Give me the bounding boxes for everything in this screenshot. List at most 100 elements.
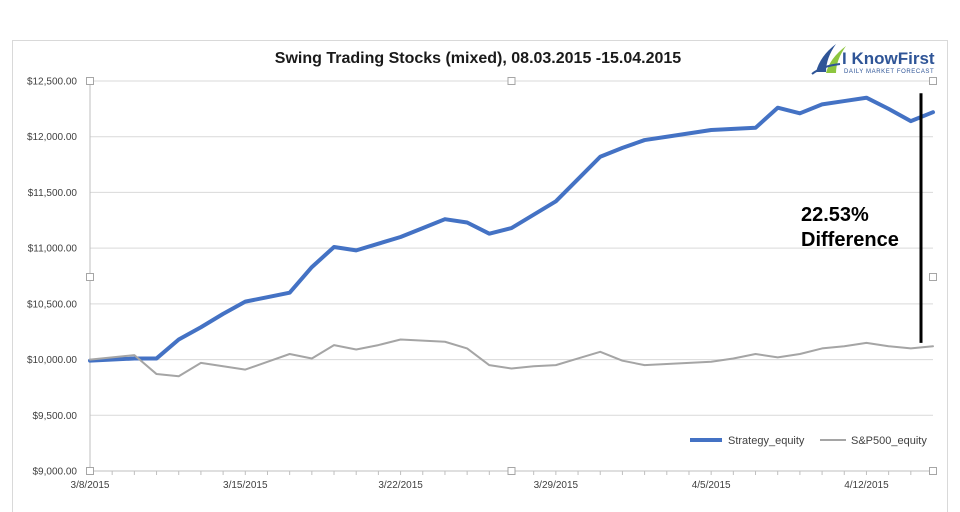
data-point bbox=[222, 313, 224, 315]
data-point bbox=[666, 136, 668, 138]
data-point bbox=[821, 103, 823, 105]
data-point bbox=[511, 367, 513, 369]
data-point bbox=[488, 364, 490, 366]
data-point bbox=[200, 362, 202, 364]
data-point bbox=[333, 344, 335, 346]
data-point bbox=[533, 365, 535, 367]
data-point bbox=[444, 341, 446, 343]
data-point bbox=[377, 243, 379, 245]
data-point bbox=[311, 357, 313, 359]
data-point bbox=[621, 147, 623, 149]
data-point bbox=[932, 111, 934, 113]
data-point bbox=[200, 326, 202, 328]
data-point bbox=[511, 227, 513, 229]
data-point bbox=[533, 214, 535, 216]
selection-handles[interactable] bbox=[86, 77, 937, 475]
data-point bbox=[156, 373, 158, 375]
series-points-sp500 bbox=[89, 339, 934, 378]
data-point bbox=[244, 369, 246, 371]
legend: Strategy_equity S&P500_equity bbox=[690, 435, 927, 447]
grid-lines bbox=[90, 80, 933, 472]
logo-tagline: DAILY MARKET FORECAST bbox=[844, 69, 934, 75]
data-point bbox=[799, 112, 801, 114]
data-point bbox=[555, 200, 557, 202]
legend-label-sp500: S&P500_equity bbox=[851, 435, 927, 447]
data-point bbox=[755, 127, 757, 129]
data-point bbox=[244, 301, 246, 303]
y-tick-label: $10,500.00 bbox=[27, 299, 77, 310]
resize-handle[interactable] bbox=[507, 467, 516, 475]
logo-swoosh-icon bbox=[811, 44, 846, 75]
data-point bbox=[266, 361, 268, 363]
data-point bbox=[422, 340, 424, 342]
data-point bbox=[688, 132, 690, 134]
resize-handle[interactable] bbox=[86, 77, 94, 85]
data-point bbox=[577, 357, 579, 359]
x-tick-label: 4/5/2015 bbox=[692, 480, 731, 491]
resize-handle[interactable] bbox=[929, 273, 937, 281]
data-point bbox=[888, 108, 890, 110]
difference-annotation: 22.53% Difference bbox=[801, 93, 923, 343]
data-point bbox=[888, 345, 890, 347]
data-point bbox=[910, 347, 912, 349]
data-point bbox=[644, 364, 646, 366]
data-point bbox=[777, 107, 779, 109]
resize-handle[interactable] bbox=[929, 77, 937, 85]
data-point bbox=[843, 345, 845, 347]
chart-area bbox=[12, 40, 948, 512]
y-tick-label: $9,500.00 bbox=[33, 411, 78, 422]
data-point bbox=[755, 353, 757, 355]
data-point bbox=[422, 227, 424, 229]
data-point bbox=[821, 347, 823, 349]
resize-handle[interactable] bbox=[507, 77, 516, 85]
x-tick-label: 3/8/2015 bbox=[71, 480, 110, 491]
data-point bbox=[311, 266, 313, 268]
data-point bbox=[355, 349, 357, 351]
data-point bbox=[666, 363, 668, 365]
data-point bbox=[333, 246, 335, 248]
x-tick-label: 4/12/2015 bbox=[844, 480, 889, 491]
data-point bbox=[156, 357, 158, 359]
data-point bbox=[599, 156, 601, 158]
difference-percent-label: 22.53% bbox=[801, 204, 869, 226]
series-line-sp500 bbox=[89, 338, 934, 378]
data-point bbox=[178, 339, 180, 341]
resize-handle[interactable] bbox=[929, 467, 937, 475]
data-point bbox=[400, 236, 402, 238]
data-point bbox=[710, 129, 712, 131]
data-point bbox=[777, 356, 779, 358]
data-point bbox=[688, 362, 690, 364]
data-point bbox=[732, 128, 734, 130]
chart-title: Swing Trading Stocks (mixed), 08.03.2015… bbox=[275, 50, 682, 67]
data-point bbox=[599, 351, 601, 353]
x-tick-label: 3/15/2015 bbox=[223, 480, 268, 491]
series-lines bbox=[88, 95, 935, 378]
data-point bbox=[289, 353, 291, 355]
data-point bbox=[555, 364, 557, 366]
data-point bbox=[355, 249, 357, 251]
data-point bbox=[89, 359, 91, 361]
resize-handle[interactable] bbox=[86, 467, 94, 475]
y-tick-label: $12,000.00 bbox=[27, 132, 77, 143]
data-point bbox=[865, 342, 867, 344]
axes: $9,000.00 $9,500.00 $10,000.00 $10,500.00 $1… bbox=[27, 77, 934, 491]
y-tick-label: $11,500.00 bbox=[28, 188, 78, 199]
data-point bbox=[178, 375, 180, 377]
y-tick-label: $9,000.00 bbox=[33, 467, 78, 478]
data-point bbox=[910, 120, 912, 122]
x-tick-label: 3/29/2015 bbox=[534, 480, 579, 491]
data-point bbox=[621, 360, 623, 362]
data-point bbox=[133, 357, 135, 359]
data-point bbox=[710, 361, 712, 363]
y-tick-label: $12,500.00 bbox=[27, 77, 77, 88]
data-point bbox=[400, 339, 402, 341]
logo-name: I KnowFirst bbox=[842, 49, 935, 68]
data-point bbox=[799, 353, 801, 355]
data-point bbox=[932, 345, 934, 347]
legend-label-strategy: Strategy_equity bbox=[728, 435, 805, 447]
resize-handle[interactable] bbox=[86, 273, 94, 281]
data-point bbox=[466, 347, 468, 349]
data-point bbox=[133, 354, 135, 356]
i-know-first-logo: I KnowFirst DAILY MARKET FORECAST bbox=[811, 44, 935, 75]
y-tick-label: $10,000.00 bbox=[27, 355, 77, 366]
